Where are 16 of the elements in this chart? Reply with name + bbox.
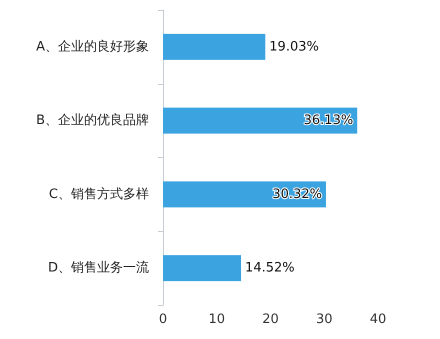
bar: [163, 108, 358, 134]
bar: [163, 34, 266, 60]
x-tick-label: 0: [158, 312, 168, 327]
y-tick-label: B、企业的优良品牌: [36, 113, 149, 128]
y-tick-label: C、销售方式多样: [48, 186, 149, 202]
x-tick-label: 40: [370, 312, 386, 327]
data-label: 19.03%: [269, 39, 319, 54]
data-label: 36.13%: [304, 113, 354, 128]
y-tick-label: D、销售业务一流: [48, 260, 149, 276]
x-tick-label: 10: [208, 312, 226, 327]
data-label: 30.32%: [272, 186, 322, 202]
data-label: 14.52%: [245, 260, 295, 276]
x-tick-label: 20: [262, 312, 279, 327]
y-tick-label: A、企业的良好形象: [36, 39, 149, 54]
bar: [163, 255, 242, 282]
x-tick-label: 30: [316, 312, 333, 327]
